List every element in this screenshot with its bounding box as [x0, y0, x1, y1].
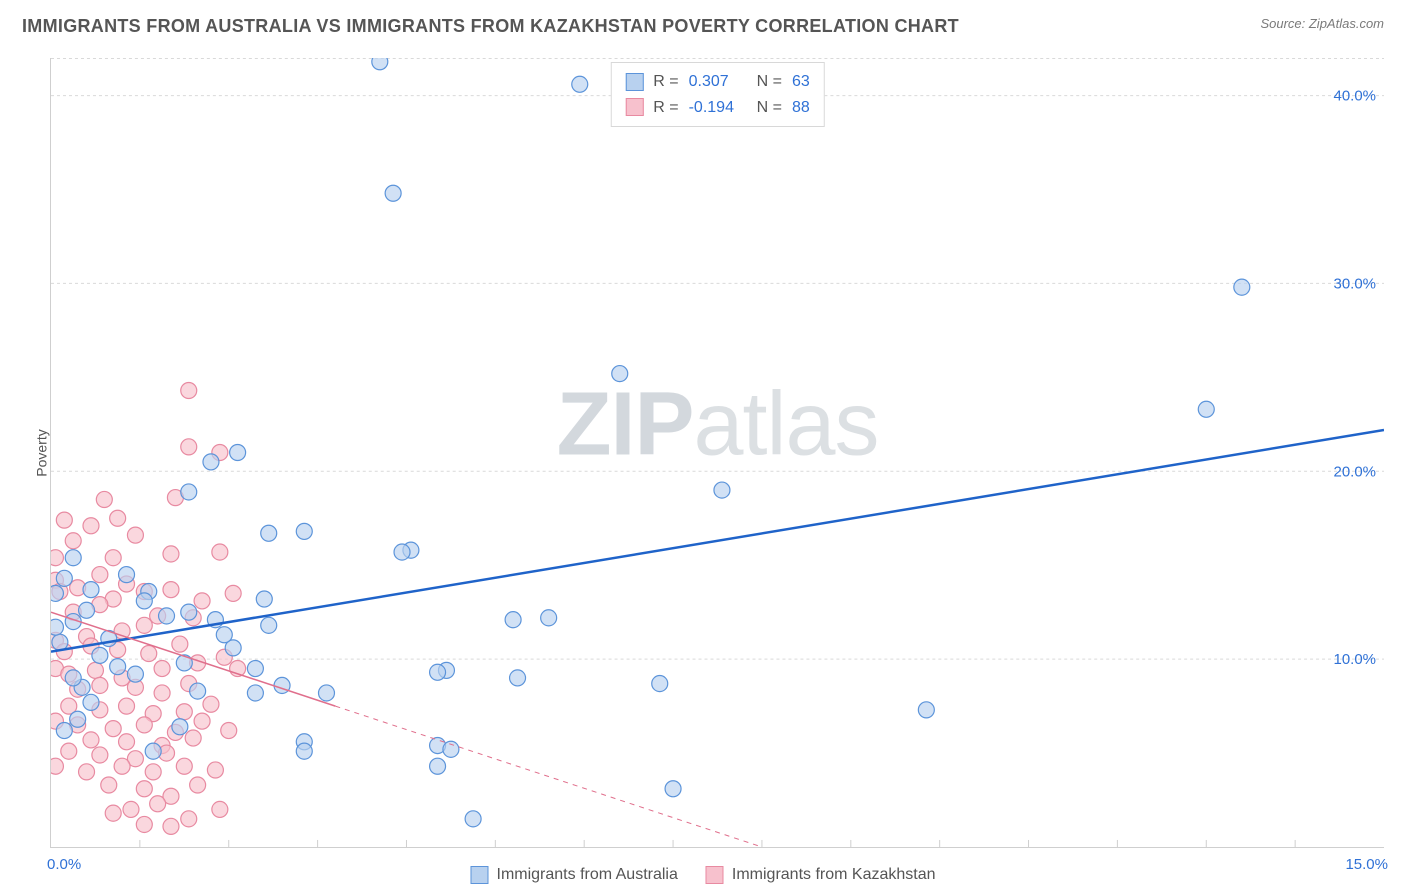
watermark-text: ZIPatlas	[557, 373, 879, 474]
legend-item-b: Immigrants from Kazakhstan	[706, 866, 936, 884]
svg-text:20.0%: 20.0%	[1334, 463, 1376, 480]
r-value-b: -0.194	[689, 95, 747, 121]
svg-text:40.0%: 40.0%	[1334, 88, 1376, 105]
legend-swatch-a	[470, 866, 488, 884]
plot-svg: ZIPatlas 10.0% 20.0% 30.0% 40.0%	[51, 58, 1384, 847]
stats-legend: R = 0.307 N = 63 R = -0.194 N = 88	[610, 62, 824, 127]
source-label: Source: ZipAtlas.com	[1260, 16, 1384, 31]
chart-area: Poverty ZIPatlas 10.0% 20.0% 30.0% 40.0% R …	[22, 58, 1384, 848]
r-value-a: 0.307	[689, 69, 747, 95]
r-label-b: R =	[653, 95, 678, 121]
stats-swatch-a	[625, 73, 643, 91]
series-legend: Immigrants from Australia Immigrants fro…	[470, 866, 935, 884]
legend-item-a: Immigrants from Australia	[470, 866, 677, 884]
svg-text:30.0%: 30.0%	[1334, 275, 1376, 292]
x-max-label: 15.0%	[1345, 856, 1388, 873]
stats-row-b: R = -0.194 N = 88	[625, 95, 809, 121]
n-label-a: N =	[757, 69, 782, 95]
legend-label-b: Immigrants from Kazakhstan	[732, 866, 936, 884]
r-label-a: R =	[653, 69, 678, 95]
stats-swatch-b	[625, 98, 643, 116]
stats-row-a: R = 0.307 N = 63	[625, 69, 809, 95]
y-axis-label: Poverty	[34, 429, 50, 476]
legend-swatch-b	[706, 866, 724, 884]
n-value-a: 63	[792, 69, 810, 95]
plot-area: ZIPatlas 10.0% 20.0% 30.0% 40.0% R = 0.307 …	[50, 58, 1384, 848]
legend-label-a: Immigrants from Australia	[496, 866, 677, 884]
n-label-b: N =	[757, 95, 782, 121]
x-min-label: 0.0%	[47, 856, 81, 873]
n-value-b: 88	[792, 95, 810, 121]
chart-title: IMMIGRANTS FROM AUSTRALIA VS IMMIGRANTS …	[22, 16, 959, 37]
svg-text:10.0%: 10.0%	[1334, 651, 1376, 668]
